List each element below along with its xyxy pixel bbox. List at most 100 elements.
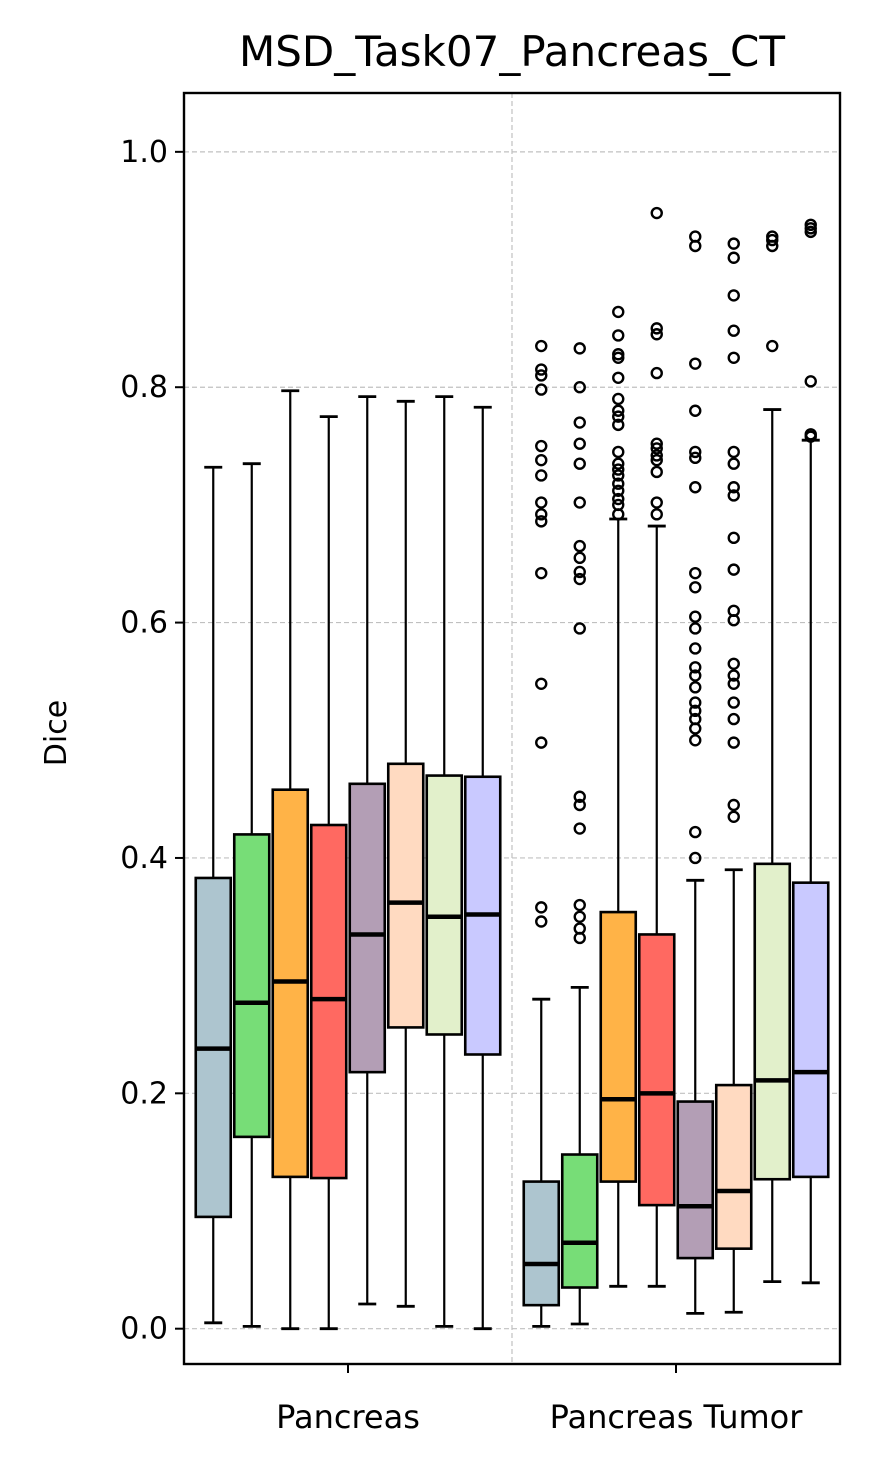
outlier-point xyxy=(727,669,740,682)
outlier-point xyxy=(573,437,586,450)
box-iqr xyxy=(753,862,792,1181)
box-layer xyxy=(194,206,830,1331)
box-iqr xyxy=(386,762,425,1029)
outlier-point xyxy=(727,696,740,709)
outlier-point xyxy=(573,551,586,565)
outlier-point xyxy=(612,418,625,432)
outlier-point xyxy=(573,572,586,586)
y-tick-label: 0.0 xyxy=(120,1312,168,1347)
outlier-point xyxy=(612,410,625,423)
outlier-point xyxy=(689,851,702,865)
outlier-point xyxy=(612,305,625,319)
outlier-point xyxy=(612,329,625,342)
outlier-point xyxy=(535,901,548,914)
box-iqr xyxy=(599,910,638,1183)
outlier-point xyxy=(689,696,702,709)
outlier-point xyxy=(612,508,625,521)
y-tick-label: 0.2 xyxy=(120,1076,168,1111)
y-tick-label: 0.6 xyxy=(120,606,168,641)
outlier-point xyxy=(689,581,702,594)
outlier-point xyxy=(573,822,586,835)
outlier-point xyxy=(535,508,548,521)
outlier-point xyxy=(727,445,740,459)
outlier-point xyxy=(689,661,702,674)
outlier-point xyxy=(727,614,740,627)
outlier-point xyxy=(612,492,625,506)
outlier-point xyxy=(689,404,702,417)
outlier-point xyxy=(535,339,548,353)
y-tick-label: 1.0 xyxy=(120,135,168,170)
box-iqr xyxy=(791,881,830,1179)
outlier-point xyxy=(689,825,702,839)
outlier-point xyxy=(612,457,625,470)
outlier-point xyxy=(727,810,740,823)
outlier-point xyxy=(727,251,740,264)
outlier-point xyxy=(573,457,586,470)
outlier-point xyxy=(650,496,663,509)
x-tick-label: Pancreas xyxy=(276,1398,420,1436)
box-iqr xyxy=(522,1180,561,1307)
outlier-point xyxy=(689,357,702,370)
outlier-point xyxy=(650,328,663,341)
outlier-point xyxy=(573,381,586,394)
outlier-point xyxy=(727,531,740,545)
outlier-point xyxy=(535,496,548,509)
y-tick-label: 0.8 xyxy=(120,370,168,405)
outlier-point xyxy=(573,416,586,429)
outlier-point xyxy=(573,931,586,945)
outlier-point xyxy=(612,404,625,417)
outlier-point xyxy=(650,508,663,521)
outlier-point xyxy=(689,622,702,635)
outlier-point xyxy=(573,798,586,812)
box-iqr xyxy=(560,1153,599,1289)
outlier-point xyxy=(727,563,740,576)
outlier-point xyxy=(689,642,702,655)
outlier-point xyxy=(727,489,740,502)
outlier-point xyxy=(689,239,702,253)
outlier-point xyxy=(766,233,779,247)
outlier-point xyxy=(727,657,740,670)
outlier-point xyxy=(727,289,740,302)
outlier-point xyxy=(804,375,817,388)
x-tick-label: Pancreas Tumor xyxy=(550,1398,804,1436)
outlier-point xyxy=(689,722,702,735)
y-axis-label: Dice xyxy=(39,700,74,766)
outlier-point xyxy=(612,445,625,459)
box-iqr xyxy=(637,933,676,1207)
outlier-point xyxy=(727,712,740,726)
outlier-point xyxy=(727,324,740,337)
outlier-point xyxy=(650,437,663,450)
outlier-point xyxy=(612,392,625,406)
box-iqr xyxy=(309,823,348,1180)
box-iqr xyxy=(425,774,464,1036)
outlier-point xyxy=(727,237,740,250)
axis-layer: 0.0 0.2 0.4 0.6 0.8 1.0 Pancreas Pancreas Tumor xyxy=(120,135,803,1436)
y-tick-label: 0.4 xyxy=(120,841,168,876)
outlier-point xyxy=(689,669,702,682)
outlier-point xyxy=(612,469,625,482)
outlier-point xyxy=(689,681,702,694)
plot-frame xyxy=(182,91,842,1366)
outlier-point xyxy=(727,677,740,690)
outlier-point xyxy=(535,439,548,453)
outlier-point xyxy=(573,496,586,509)
outlier-point xyxy=(650,206,663,220)
outlier-point xyxy=(804,430,817,443)
outlier-point xyxy=(535,677,548,690)
outlier-point xyxy=(727,736,740,749)
outlier-point xyxy=(650,453,663,467)
outlier-point xyxy=(573,539,586,553)
outlier-point xyxy=(612,371,625,384)
outlier-point xyxy=(650,465,663,479)
outlier-point xyxy=(573,342,586,355)
outlier-point xyxy=(689,566,702,580)
box-iqr xyxy=(348,782,387,1074)
outlier-point xyxy=(689,481,702,494)
outlier-point xyxy=(689,704,702,718)
outlier-point xyxy=(727,351,740,364)
box-iqr xyxy=(714,1083,753,1250)
outlier-point xyxy=(535,736,548,749)
outlier-point xyxy=(573,910,586,923)
outlier-point xyxy=(573,622,586,635)
